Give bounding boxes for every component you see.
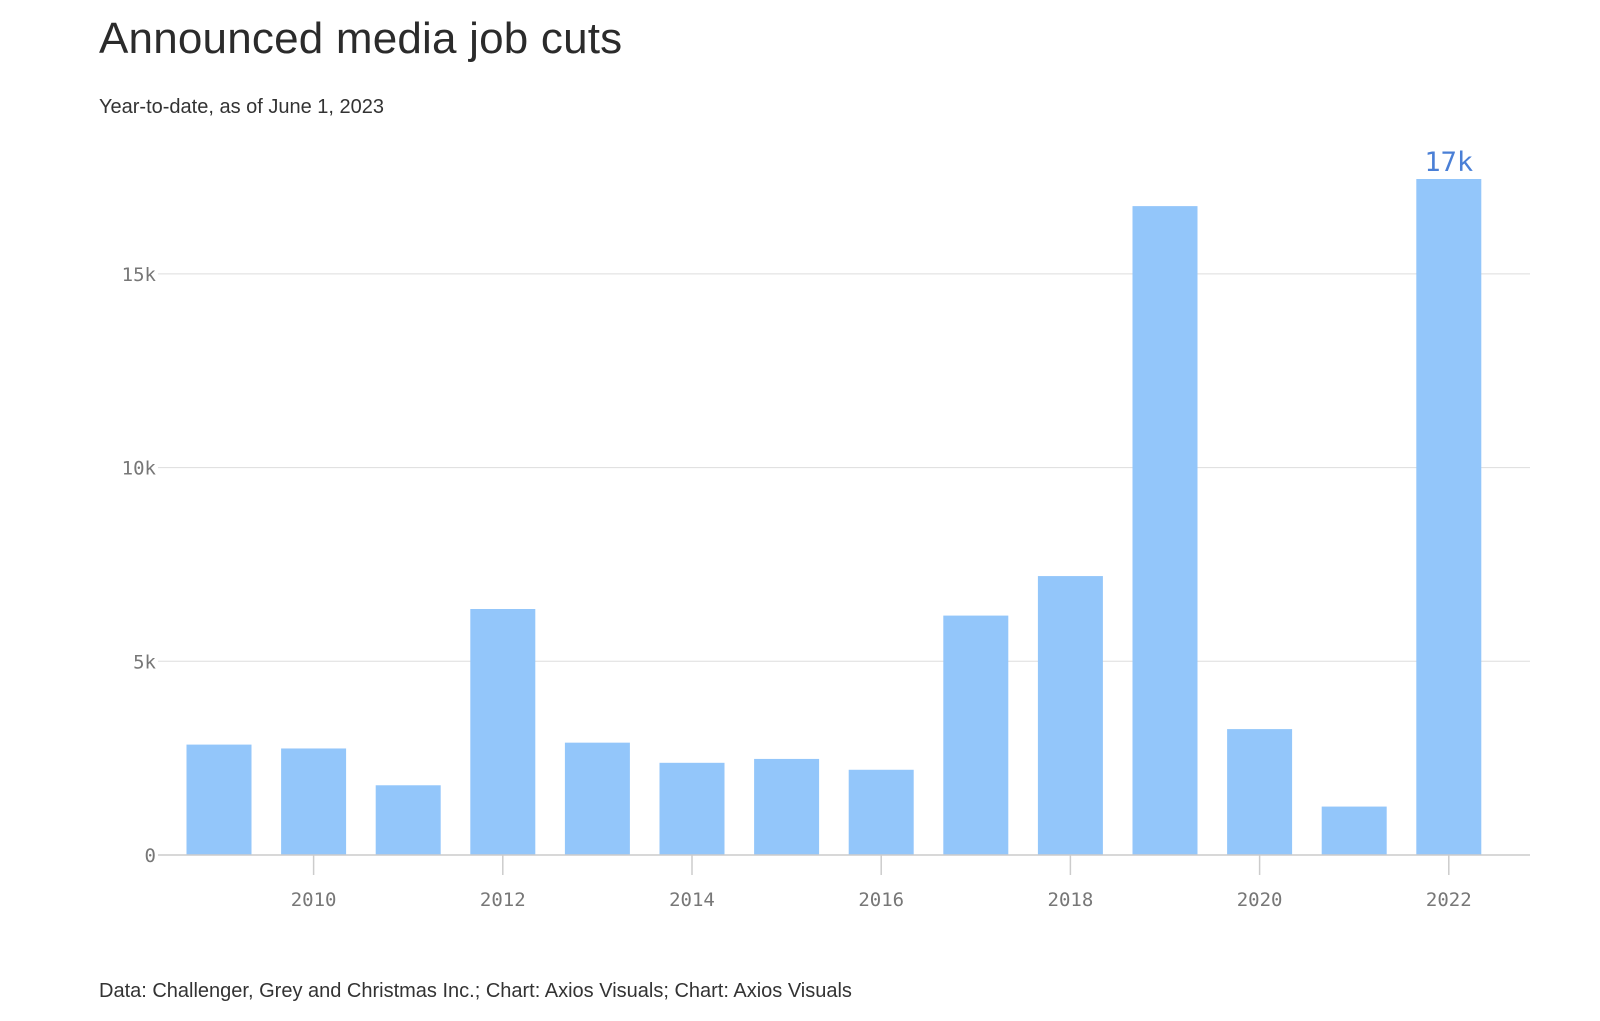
chart-title: Announced media job cuts bbox=[99, 14, 623, 63]
labels: 0 5k 10k 15k 2010 2012 2014 2016 2018 2020 2022 17k bbox=[122, 147, 1474, 911]
bar-2013 bbox=[564, 742, 630, 855]
x-tick-label: 2014 bbox=[669, 889, 715, 911]
data-label-2022: 17k bbox=[1424, 147, 1473, 178]
y-tick-label: 15k bbox=[122, 264, 157, 286]
bar-2009 bbox=[186, 744, 252, 855]
bar-2010 bbox=[281, 748, 347, 855]
source-note: Data: Challenger, Grey and Christmas Inc… bbox=[99, 980, 852, 1002]
bar-2022 bbox=[1416, 179, 1482, 855]
x-tick-label: 2012 bbox=[480, 889, 526, 911]
y-tick-label: 10k bbox=[122, 458, 157, 480]
bar-2018 bbox=[1037, 576, 1103, 855]
bar-2020 bbox=[1227, 729, 1293, 855]
bar-2017 bbox=[943, 615, 1009, 855]
x-tick-label: 2018 bbox=[1048, 889, 1094, 911]
x-tick-label: 2020 bbox=[1237, 889, 1283, 911]
bar-2014 bbox=[659, 762, 725, 855]
bar-2011 bbox=[375, 785, 441, 855]
x-tick-label: 2022 bbox=[1426, 889, 1472, 911]
bar-2015 bbox=[754, 758, 820, 855]
bar-chart: 0 5k 10k 15k 2010 2012 2014 2016 2018 2020 2022 17k bbox=[122, 147, 1530, 911]
gridlines bbox=[158, 273, 1530, 662]
bar-2012 bbox=[470, 609, 536, 855]
bar-2021 bbox=[1321, 806, 1387, 855]
bar-2019 bbox=[1132, 206, 1198, 855]
axes bbox=[158, 854, 1530, 875]
x-tick-label: 2010 bbox=[291, 889, 337, 911]
y-tick-label: 5k bbox=[133, 651, 156, 673]
x-tick-label: 2016 bbox=[858, 889, 904, 911]
y-tick-label: 0 bbox=[145, 845, 156, 867]
chart-subtitle: Year-to-date, as of June 1, 2023 bbox=[99, 96, 385, 118]
bar-2016 bbox=[848, 769, 914, 855]
bars bbox=[186, 179, 1482, 855]
